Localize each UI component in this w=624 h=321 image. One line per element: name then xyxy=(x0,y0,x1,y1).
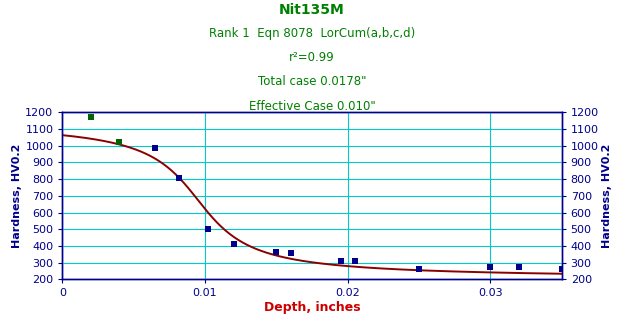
Point xyxy=(485,264,495,269)
Point xyxy=(271,249,281,254)
Point xyxy=(203,227,213,232)
Y-axis label: Hardness, HV0.2: Hardness, HV0.2 xyxy=(12,143,22,248)
Point xyxy=(557,266,567,271)
Text: Nit135M: Nit135M xyxy=(279,3,345,17)
Text: Effective Case 0.010": Effective Case 0.010" xyxy=(248,100,376,112)
Point xyxy=(174,176,184,181)
Point xyxy=(86,114,96,119)
Point xyxy=(114,140,124,145)
Point xyxy=(150,146,160,151)
Point xyxy=(286,250,296,255)
X-axis label: Depth, inches: Depth, inches xyxy=(264,301,360,314)
Y-axis label: Hardness, HV0.2: Hardness, HV0.2 xyxy=(602,143,612,248)
Text: r²=0.99: r²=0.99 xyxy=(289,51,335,64)
Point xyxy=(514,265,524,270)
Point xyxy=(336,258,346,264)
Text: Rank 1  Eqn 8078  LorCum(a,b,c,d): Rank 1 Eqn 8078 LorCum(a,b,c,d) xyxy=(209,27,415,40)
Point xyxy=(350,258,360,264)
Point xyxy=(414,266,424,271)
Point xyxy=(228,242,238,247)
Text: Total case 0.0178": Total case 0.0178" xyxy=(258,75,366,88)
